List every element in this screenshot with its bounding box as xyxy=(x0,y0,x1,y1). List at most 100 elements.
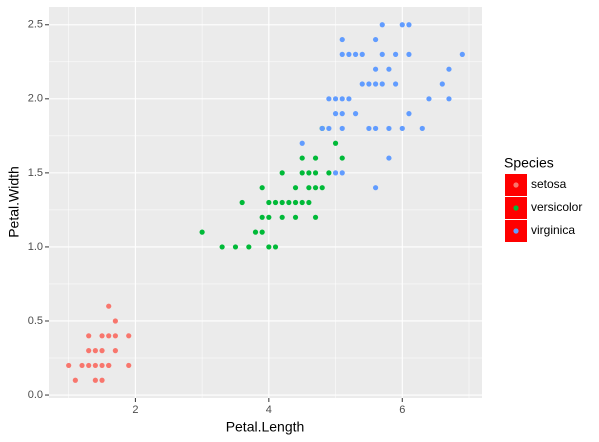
point xyxy=(266,214,272,220)
point xyxy=(339,125,345,132)
x-axis-title: Petal.Length xyxy=(226,419,305,435)
point xyxy=(292,185,299,191)
point xyxy=(339,51,345,57)
point xyxy=(372,81,379,87)
point xyxy=(306,170,312,176)
y-tick-label: 0.5 xyxy=(28,315,43,327)
point xyxy=(86,333,92,339)
point xyxy=(406,111,412,117)
point xyxy=(312,170,319,176)
point xyxy=(72,377,78,383)
point xyxy=(372,66,379,72)
point xyxy=(219,244,225,250)
point xyxy=(386,125,392,132)
point xyxy=(332,140,339,146)
point xyxy=(326,170,332,176)
point xyxy=(259,229,265,235)
y-tick-label: 1.5 xyxy=(28,167,43,179)
point xyxy=(312,185,319,191)
point xyxy=(259,185,265,191)
point xyxy=(406,22,412,28)
point xyxy=(279,170,285,176)
point xyxy=(66,362,72,369)
point xyxy=(332,96,339,102)
point xyxy=(319,125,325,132)
point xyxy=(339,170,345,176)
point xyxy=(279,199,285,206)
point xyxy=(326,96,332,102)
point xyxy=(332,170,339,176)
point xyxy=(92,362,98,369)
point xyxy=(352,111,359,117)
point xyxy=(99,333,105,339)
point xyxy=(379,22,385,28)
point xyxy=(126,362,132,369)
point xyxy=(332,111,339,117)
point xyxy=(346,51,352,57)
point xyxy=(112,348,118,354)
point xyxy=(346,96,352,102)
legend-dot xyxy=(513,228,519,234)
point xyxy=(386,66,392,72)
point xyxy=(393,51,399,57)
point xyxy=(199,229,205,235)
point xyxy=(286,199,292,206)
point xyxy=(299,155,305,161)
point xyxy=(352,51,359,57)
point xyxy=(106,362,112,369)
y-tick-label: 2.5 xyxy=(28,19,43,31)
legend-dot xyxy=(513,205,519,211)
point xyxy=(439,81,445,87)
point xyxy=(339,111,345,117)
point xyxy=(279,214,285,220)
y-axis-title: Petal.Width xyxy=(6,166,22,238)
x-tick-label: 6 xyxy=(399,404,405,416)
point xyxy=(99,377,105,383)
panel xyxy=(49,7,482,398)
point xyxy=(299,170,305,176)
point xyxy=(399,22,405,28)
point xyxy=(292,199,299,206)
point xyxy=(272,244,279,250)
point xyxy=(379,81,385,87)
point xyxy=(306,199,312,206)
point xyxy=(252,229,259,235)
legend-dot xyxy=(513,182,519,188)
point xyxy=(106,333,112,339)
point xyxy=(92,377,98,383)
point xyxy=(99,362,105,369)
legend-title: Species xyxy=(504,155,554,171)
point xyxy=(372,125,379,132)
point xyxy=(99,348,105,354)
point xyxy=(366,125,372,132)
point xyxy=(399,125,405,132)
point xyxy=(239,199,245,206)
point xyxy=(372,185,379,191)
point xyxy=(266,244,272,250)
point xyxy=(299,199,305,206)
point xyxy=(266,199,272,206)
point xyxy=(339,36,345,43)
point xyxy=(312,155,319,161)
point xyxy=(306,185,312,191)
point xyxy=(232,244,239,250)
point xyxy=(366,81,372,87)
point xyxy=(359,51,365,57)
point xyxy=(246,244,252,250)
point xyxy=(446,96,452,102)
point xyxy=(426,96,432,102)
point xyxy=(406,51,412,57)
point xyxy=(86,348,92,354)
point xyxy=(459,51,465,57)
point xyxy=(446,66,452,72)
point xyxy=(386,155,392,161)
legend-label: virginica xyxy=(531,223,575,237)
legend-label: setosa xyxy=(531,177,567,191)
point xyxy=(112,333,118,339)
y-tick-label: 2.0 xyxy=(28,93,43,105)
point xyxy=(126,333,132,339)
point xyxy=(259,214,265,220)
point xyxy=(393,81,399,87)
point xyxy=(326,125,332,132)
